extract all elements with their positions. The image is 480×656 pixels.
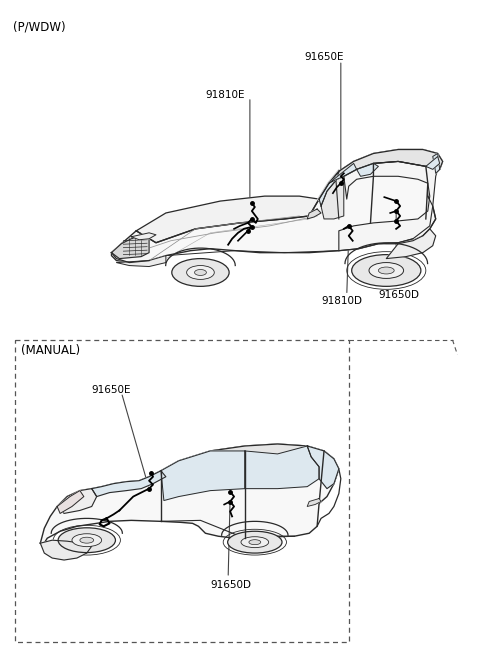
Ellipse shape — [58, 528, 116, 552]
Polygon shape — [357, 163, 378, 176]
Polygon shape — [40, 444, 339, 546]
Polygon shape — [136, 196, 319, 243]
Polygon shape — [337, 150, 443, 179]
Ellipse shape — [369, 262, 404, 278]
Ellipse shape — [228, 531, 282, 553]
Polygon shape — [307, 499, 321, 506]
Polygon shape — [161, 451, 245, 501]
Ellipse shape — [172, 258, 229, 287]
Text: 91810E: 91810E — [205, 90, 245, 100]
Ellipse shape — [241, 537, 269, 548]
Polygon shape — [111, 150, 443, 262]
Polygon shape — [307, 209, 321, 219]
Text: 91650D: 91650D — [210, 580, 252, 590]
Polygon shape — [111, 237, 149, 258]
Polygon shape — [57, 491, 84, 514]
Text: (P/WDW): (P/WDW) — [12, 20, 65, 33]
Polygon shape — [40, 540, 92, 560]
Polygon shape — [245, 446, 319, 489]
Polygon shape — [57, 489, 96, 514]
Ellipse shape — [72, 534, 102, 546]
Polygon shape — [386, 229, 436, 258]
Polygon shape — [321, 176, 344, 219]
Polygon shape — [329, 163, 357, 183]
Polygon shape — [161, 444, 334, 477]
Polygon shape — [92, 471, 166, 497]
Text: 91650E: 91650E — [304, 52, 344, 62]
Ellipse shape — [187, 266, 214, 279]
Text: 91650D: 91650D — [378, 291, 420, 300]
Text: 91810D: 91810D — [321, 297, 362, 306]
Ellipse shape — [249, 540, 261, 544]
Ellipse shape — [80, 537, 94, 543]
Text: (MANUAL): (MANUAL) — [21, 344, 80, 357]
Polygon shape — [307, 446, 339, 489]
Polygon shape — [131, 233, 156, 239]
Ellipse shape — [378, 267, 394, 274]
Polygon shape — [319, 171, 339, 206]
Ellipse shape — [352, 255, 421, 287]
Ellipse shape — [194, 270, 206, 276]
Polygon shape — [426, 157, 440, 169]
Bar — [14, 340, 349, 642]
Polygon shape — [433, 154, 440, 173]
Polygon shape — [117, 256, 166, 266]
Text: 91650E: 91650E — [92, 384, 131, 394]
Polygon shape — [339, 161, 438, 251]
